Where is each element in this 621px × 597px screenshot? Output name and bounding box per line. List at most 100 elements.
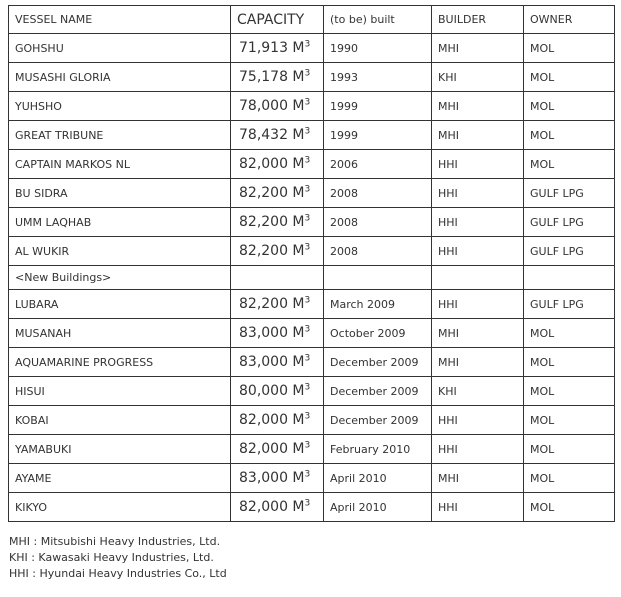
header-capacity: CAPACITY — [230, 5, 324, 34]
cell-builder: HHI — [431, 289, 524, 319]
cell-owner: MOL — [523, 492, 615, 522]
table-row: YUHSHO 78,000 M3 1999 MHI MOL — [8, 91, 615, 121]
table-row: KOBAI 82,000 M3 December 2009 HHI MOL — [8, 405, 615, 435]
table-row: MUSANAH 83,000 M3 October 2009 MHI MOL — [8, 318, 615, 348]
vessel-table: VESSEL NAME CAPACITY (to be) built BUILD… — [8, 5, 615, 522]
cell-builder: KHI — [431, 376, 524, 406]
cubic-superscript: 3 — [304, 97, 311, 108]
vessel-table-body: GOHSHU 71,913 M3 1990 MHI MOL MUSASHI GLORIA 7… — [8, 33, 615, 522]
cubic-superscript: 3 — [304, 469, 311, 480]
table-row: GOHSHU 71,913 M3 1990 MHI MOL — [8, 33, 615, 63]
cell-capacity: 83,000 M3 — [230, 347, 324, 377]
cell-built: December 2009 — [323, 405, 432, 435]
cell-built: 1999 — [323, 91, 432, 121]
cubic-superscript: 3 — [304, 353, 311, 364]
cubic-superscript: 3 — [304, 324, 311, 335]
cubic-superscript: 3 — [304, 440, 311, 451]
cell-owner: MOL — [523, 33, 615, 63]
table-row: MUSASHI GLORIA 75,178 M3 1993 KHI MOL — [8, 62, 615, 92]
table-row: AL WUKIR 82,200 M3 2008 HHI GULF LPG — [8, 236, 615, 266]
cell-built: March 2009 — [323, 289, 432, 319]
cell-built: February 2010 — [323, 434, 432, 464]
table-row: HISUI 80,000 M3 December 2009 KHI MOL — [8, 376, 615, 406]
cell-name: KOBAI — [8, 405, 231, 435]
vessel-table-header: VESSEL NAME CAPACITY (to be) built BUILD… — [8, 5, 615, 34]
cell-capacity: 78,432 M3 — [230, 120, 324, 150]
footnotes: MHI : Mitsubishi Heavy Industries, Ltd. … — [9, 534, 621, 582]
cell-builder: KHI — [431, 62, 524, 92]
cell-builder: HHI — [431, 434, 524, 464]
section-row: <New Buildings> — [8, 265, 615, 290]
cell-owner: GULF LPG — [523, 289, 615, 319]
cell-capacity — [230, 265, 324, 290]
cell-owner: MOL — [523, 120, 615, 150]
cell-name: MUSASHI GLORIA — [8, 62, 231, 92]
cell-name: KIKYO — [8, 492, 231, 522]
cell-owner: MOL — [523, 91, 615, 121]
cell-capacity: 82,200 M3 — [230, 289, 324, 319]
cell-name: LUBARA — [8, 289, 231, 319]
header-built: (to be) built — [323, 5, 432, 34]
header-vessel-name: VESSEL NAME — [8, 5, 231, 34]
cell-builder: MHI — [431, 120, 524, 150]
cell-built: 2008 — [323, 207, 432, 237]
cell-owner: MOL — [523, 62, 615, 92]
cell-owner: MOL — [523, 463, 615, 493]
cell-name: GREAT TRIBUNE — [8, 120, 231, 150]
cubic-superscript: 3 — [304, 498, 311, 509]
cell-builder: HHI — [431, 405, 524, 435]
cell-capacity: 83,000 M3 — [230, 318, 324, 348]
table-row: BU SIDRA 82,200 M3 2008 HHI GULF LPG — [8, 178, 615, 208]
cell-owner: MOL — [523, 318, 615, 348]
cell-builder: HHI — [431, 236, 524, 266]
cell-capacity: 71,913 M3 — [230, 33, 324, 63]
footnote-hhi: HHI : Hyundai Heavy Industries Co., Ltd — [9, 567, 227, 580]
table-row: CAPTAIN MARKOS NL 82,000 M3 2006 HHI MOL — [8, 149, 615, 179]
cell-built: 1999 — [323, 120, 432, 150]
cubic-superscript: 3 — [304, 126, 311, 137]
table-row: YAMABUKI 82,000 M3 February 2010 HHI MOL — [8, 434, 615, 464]
cell-name: HISUI — [8, 376, 231, 406]
cell-builder: HHI — [431, 149, 524, 179]
cell-capacity: 82,000 M3 — [230, 492, 324, 522]
cell-owner: MOL — [523, 405, 615, 435]
header-builder: BUILDER — [431, 5, 524, 34]
cell-builder — [431, 265, 524, 290]
cell-builder: MHI — [431, 463, 524, 493]
cell-owner: MOL — [523, 434, 615, 464]
cubic-superscript: 3 — [304, 39, 311, 50]
cell-builder: MHI — [431, 318, 524, 348]
cell-name: CAPTAIN MARKOS NL — [8, 149, 231, 179]
cell-name: AL WUKIR — [8, 236, 231, 266]
table-row: UMM LAQHAB 82,200 M3 2008 HHI GULF LPG — [8, 207, 615, 237]
header-row: VESSEL NAME CAPACITY (to be) built BUILD… — [8, 5, 615, 34]
cell-built: 2008 — [323, 178, 432, 208]
cell-owner: MOL — [523, 149, 615, 179]
cell-name: GOHSHU — [8, 33, 231, 63]
cell-owner: GULF LPG — [523, 236, 615, 266]
cubic-superscript: 3 — [304, 68, 311, 79]
cell-name: <New Buildings> — [8, 265, 231, 290]
cell-name: AYAME — [8, 463, 231, 493]
cell-built: 1993 — [323, 62, 432, 92]
footnote-khi: KHI : Kawasaki Heavy Industries, Ltd. — [9, 551, 214, 564]
footnote-mhi: MHI : Mitsubishi Heavy Industries, Ltd. — [9, 535, 221, 548]
cell-name: BU SIDRA — [8, 178, 231, 208]
cell-builder: HHI — [431, 178, 524, 208]
cell-owner: GULF LPG — [523, 207, 615, 237]
cell-built: December 2009 — [323, 347, 432, 377]
cell-owner: GULF LPG — [523, 178, 615, 208]
cell-builder: MHI — [431, 347, 524, 377]
cell-built: 1990 — [323, 33, 432, 63]
cell-capacity: 80,000 M3 — [230, 376, 324, 406]
cell-capacity: 82,000 M3 — [230, 149, 324, 179]
cell-name: AQUAMARINE PROGRESS — [8, 347, 231, 377]
cell-owner: MOL — [523, 376, 615, 406]
cell-built: April 2010 — [323, 492, 432, 522]
cubic-superscript: 3 — [304, 242, 311, 253]
table-row: GREAT TRIBUNE 78,432 M3 1999 MHI MOL — [8, 120, 615, 150]
cell-capacity: 75,178 M3 — [230, 62, 324, 92]
cell-builder: HHI — [431, 207, 524, 237]
cubic-superscript: 3 — [304, 213, 311, 224]
